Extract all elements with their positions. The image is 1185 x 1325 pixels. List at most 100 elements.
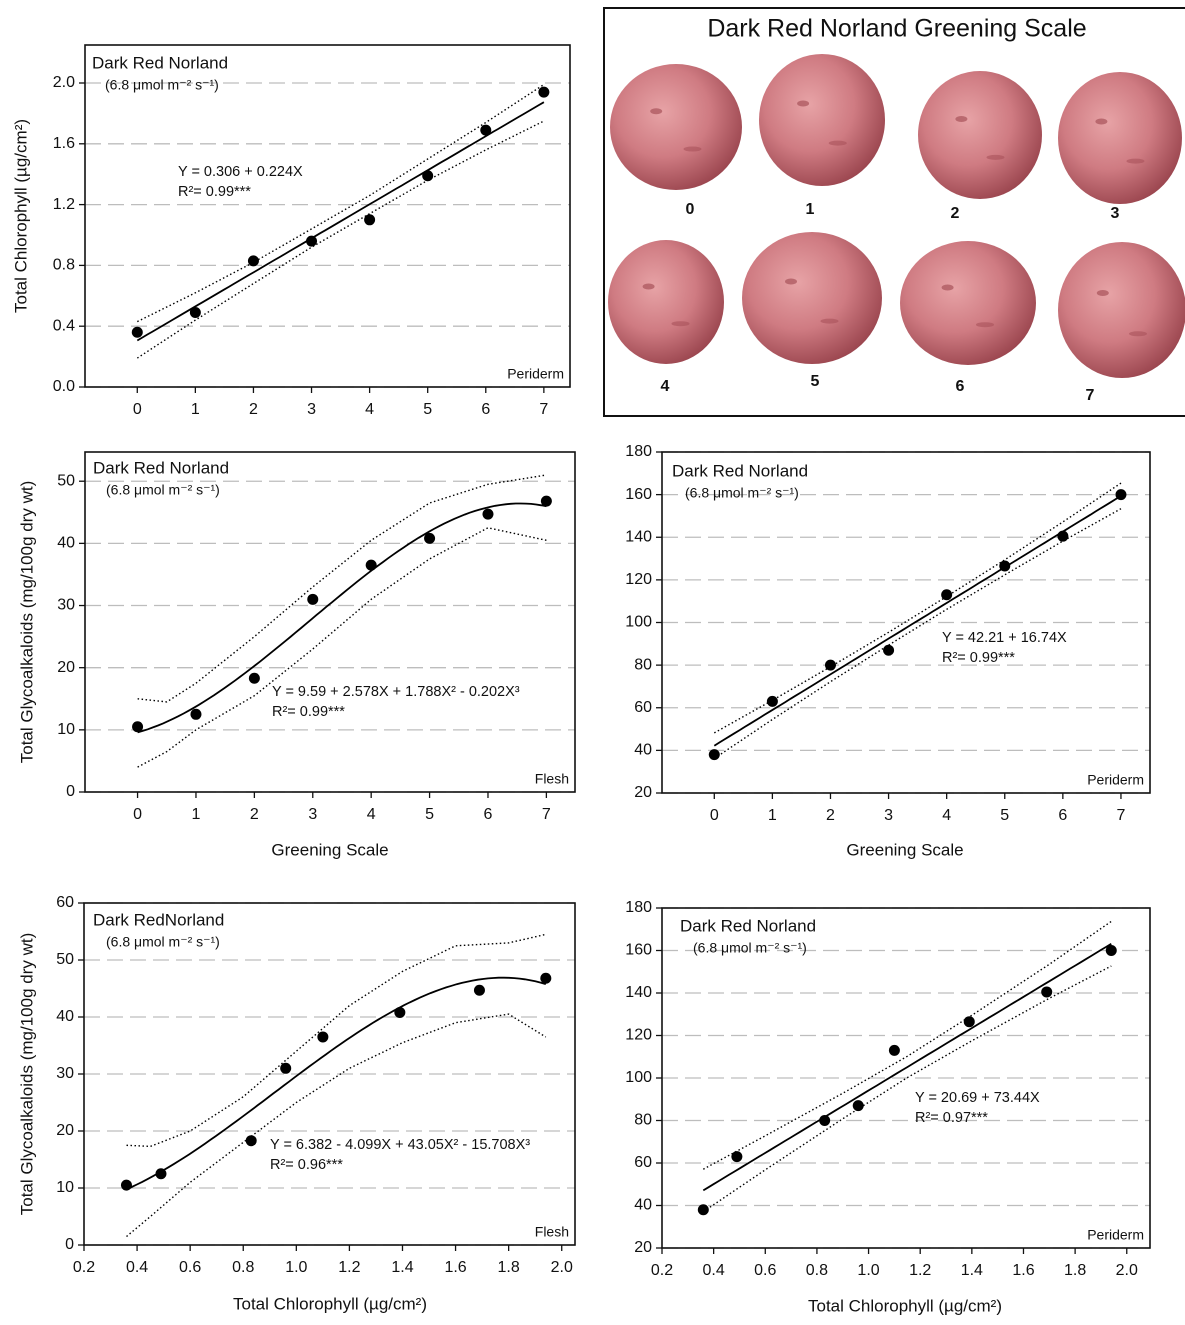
chart-subtitle: (6.8 μmol m⁻² s⁻¹) bbox=[106, 934, 220, 950]
data-point bbox=[132, 721, 143, 732]
tissue-label: Periderm bbox=[1087, 1227, 1144, 1243]
data-point bbox=[249, 673, 260, 684]
equation: Y = 20.69 + 73.44X bbox=[915, 1090, 1040, 1106]
y-tick-label: 1.2 bbox=[53, 196, 75, 213]
confidence-band bbox=[703, 921, 1111, 1169]
potato-eye bbox=[797, 101, 809, 107]
x-tick-label: 1.4 bbox=[961, 1262, 983, 1279]
y-tick-label: 40 bbox=[56, 1008, 74, 1025]
data-point bbox=[709, 749, 720, 760]
r-squared: R²= 0.99*** bbox=[178, 184, 251, 200]
y-tick-label: 2.0 bbox=[53, 74, 75, 91]
data-point bbox=[541, 496, 552, 507]
x-tick-label: 0.2 bbox=[651, 1262, 673, 1279]
y-tick-label: 1.6 bbox=[53, 135, 75, 152]
chart-title: Dark Red Norland bbox=[92, 53, 228, 72]
data-point bbox=[480, 125, 491, 136]
confidence-band bbox=[714, 483, 1121, 733]
data-point bbox=[819, 1115, 830, 1126]
x-tick-label: 4 bbox=[365, 401, 374, 418]
x-tick-label: 5 bbox=[423, 401, 432, 418]
x-tick-label: 0.4 bbox=[703, 1262, 725, 1279]
scale-label: 0 bbox=[686, 201, 695, 218]
potato-eye bbox=[1095, 119, 1107, 125]
x-tick-label: 0.8 bbox=[806, 1262, 828, 1279]
potato-eye bbox=[684, 147, 702, 152]
y-tick-label: 0 bbox=[65, 1236, 74, 1253]
x-tick-label: 6 bbox=[481, 401, 490, 418]
x-tick-label: 7 bbox=[539, 401, 548, 418]
chart-title: Dark Red Norland bbox=[672, 461, 808, 480]
y-tick-label: 0.8 bbox=[53, 257, 75, 274]
x-tick-label: 1.6 bbox=[1012, 1262, 1034, 1279]
x-tick-label: 1.8 bbox=[1064, 1262, 1086, 1279]
data-point bbox=[1057, 531, 1068, 542]
chart-subtitle: (6.8 μmol m⁻² s⁻¹) bbox=[106, 482, 220, 498]
data-point bbox=[474, 985, 485, 996]
y-tick-label: 80 bbox=[634, 1112, 652, 1129]
confidence-band bbox=[703, 966, 1111, 1212]
y-tick-label: 120 bbox=[625, 571, 652, 588]
plot-frame bbox=[85, 45, 570, 387]
x-tick-label: 4 bbox=[367, 806, 376, 823]
data-point bbox=[121, 1180, 132, 1191]
tissue-label: Flesh bbox=[535, 771, 569, 787]
chart-subtitle: (6.8 μmol m⁻² s⁻¹) bbox=[685, 485, 799, 501]
potato-eye bbox=[987, 155, 1005, 160]
r-squared: R²= 0.96*** bbox=[270, 1157, 343, 1173]
scale-label: 2 bbox=[951, 205, 960, 222]
equation: Y = 9.59 + 2.578X + 1.788X² - 0.202X³ bbox=[272, 684, 520, 700]
potato bbox=[1058, 242, 1185, 378]
y-tick-label: 0.4 bbox=[53, 317, 75, 334]
y-tick-label: 80 bbox=[634, 656, 652, 673]
x-tick-label: 7 bbox=[1116, 807, 1125, 824]
data-point bbox=[698, 1204, 709, 1215]
plot-frame bbox=[85, 452, 575, 792]
x-tick-label: 6 bbox=[484, 806, 493, 823]
data-point bbox=[964, 1016, 975, 1027]
potato-eye bbox=[785, 279, 797, 285]
potato-eye bbox=[821, 319, 839, 324]
data-point bbox=[394, 1007, 405, 1018]
y-tick-label: 100 bbox=[625, 1069, 652, 1086]
data-point bbox=[190, 307, 201, 318]
scale-label: 4 bbox=[661, 378, 670, 395]
r-squared: R²= 0.99*** bbox=[942, 650, 1015, 666]
potato-eye bbox=[942, 285, 954, 291]
y-tick-label: 60 bbox=[56, 894, 74, 911]
x-tick-label: 0.2 bbox=[73, 1259, 95, 1276]
data-point bbox=[1106, 945, 1117, 956]
x-tick-label: 1 bbox=[192, 806, 201, 823]
y-tick-label: 40 bbox=[634, 1197, 652, 1214]
y-tick-label: 30 bbox=[57, 597, 75, 614]
data-point bbox=[1115, 489, 1126, 500]
potato bbox=[1058, 72, 1182, 204]
x-tick-label: 1.6 bbox=[444, 1259, 466, 1276]
data-point bbox=[317, 1031, 328, 1042]
x-tick-label: 3 bbox=[308, 806, 317, 823]
y-tick-label: 0 bbox=[66, 783, 75, 800]
y-tick-label: 180 bbox=[625, 899, 652, 916]
potato bbox=[742, 232, 882, 364]
x-tick-label: 6 bbox=[1058, 807, 1067, 824]
x-tick-label: 2 bbox=[249, 401, 258, 418]
scale-label: 1 bbox=[806, 201, 815, 218]
y-tick-label: 120 bbox=[625, 1027, 652, 1044]
potato-eye bbox=[976, 322, 994, 327]
figure: Dark Red Norland Greening Scale 0 1 2 3 4 5 6 7… bbox=[0, 0, 1185, 1320]
y-axis-label: Total Glycoalkaloids (mg/100g dry wt) bbox=[17, 933, 36, 1216]
data-point bbox=[307, 594, 318, 605]
x-tick-label: 1.2 bbox=[338, 1259, 360, 1276]
data-point bbox=[424, 533, 435, 544]
y-tick-label: 160 bbox=[625, 942, 652, 959]
x-tick-label: 0.4 bbox=[126, 1259, 148, 1276]
x-tick-label: 2.0 bbox=[1116, 1262, 1138, 1279]
x-tick-label: 3 bbox=[307, 401, 316, 418]
y-tick-label: 50 bbox=[57, 472, 75, 489]
potato bbox=[759, 54, 885, 186]
confidence-band bbox=[127, 934, 546, 1146]
x-axis-label: Total Chlorophyll (µg/cm²) bbox=[808, 1296, 1002, 1315]
data-point bbox=[540, 973, 551, 984]
y-tick-label: 40 bbox=[57, 535, 75, 552]
x-axis-label: Greening Scale bbox=[271, 840, 388, 859]
